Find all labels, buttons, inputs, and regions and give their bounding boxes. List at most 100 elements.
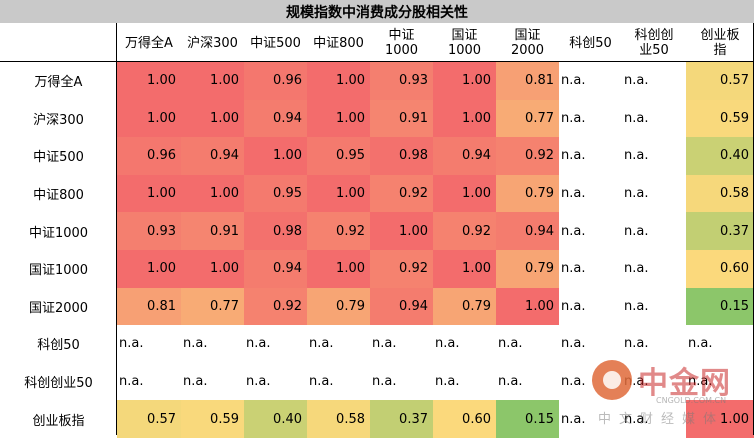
column-header: 国证 1000 — [433, 24, 496, 62]
heatmap-cell: 0.79 — [433, 287, 496, 326]
heatmap-cell: 1.00 — [686, 400, 754, 438]
heatmap-cell: n.a. — [246, 374, 271, 390]
heatmap-cell: n.a. — [688, 336, 713, 352]
row-header: 国证1000 — [28, 263, 89, 279]
heatmap-cell: 0.77 — [181, 287, 244, 326]
column-header-label: 中证 1000 — [384, 28, 419, 58]
heatmap-cell: n.a. — [561, 374, 586, 390]
column-header-label: 沪深300 — [187, 35, 238, 51]
heatmap-cell: n.a. — [498, 336, 523, 352]
heatmap-cell: n.a. — [372, 374, 397, 390]
heatmap-cell: 0.92 — [433, 212, 496, 250]
heatmap-cell: n.a. — [624, 411, 649, 427]
heatmap-cell: 0.94 — [181, 137, 244, 175]
heatmap-cell: 0.57 — [686, 62, 754, 100]
column-header: 中证800 — [307, 24, 370, 62]
heatmap-cell: 1.00 — [244, 137, 307, 175]
heatmap-cell: n.a. — [561, 223, 586, 239]
heatmap-cell: 0.79 — [496, 174, 559, 213]
heatmap-cell: 1.00 — [433, 250, 496, 288]
heatmap-cell: 1.00 — [117, 99, 181, 138]
column-header: 中证500 — [244, 24, 307, 62]
heatmap-cell: n.a. — [624, 186, 649, 202]
watermark: 中金网 CNGOLD.COM.CN 中文财经媒体 — [592, 360, 754, 435]
heatmap-cell: n.a. — [435, 336, 460, 352]
heatmap-cell: 0.94 — [496, 212, 559, 250]
heatmap-cell: n.a. — [119, 336, 144, 352]
heatmap-cell: n.a. — [246, 336, 271, 352]
column-header-label: 创业板指 — [700, 28, 740, 58]
heatmap-cell: 1.00 — [117, 250, 181, 288]
heatmap-cell: 0.58 — [307, 400, 370, 438]
heatmap-cell: 1.00 — [307, 250, 370, 288]
heatmap-cell: 0.94 — [244, 99, 307, 138]
heatmap-cell: 0.60 — [686, 250, 754, 288]
heatmap-cell: n.a. — [624, 336, 649, 352]
heatmap-cell: n.a. — [561, 110, 586, 126]
heatmap-cell: 1.00 — [181, 62, 244, 100]
heatmap-cell: n.a. — [372, 336, 397, 352]
heatmap-cell: 1.00 — [307, 174, 370, 213]
heatmap-cell: 0.79 — [307, 287, 370, 326]
heatmap-cell: n.a. — [183, 374, 208, 390]
heatmap-cell: 0.81 — [496, 62, 559, 100]
row-header: 沪深300 — [33, 112, 84, 128]
heatmap-cell: 1.00 — [307, 99, 370, 138]
row-header: 国证2000 — [28, 300, 89, 316]
heatmap-cell: 1.00 — [181, 250, 244, 288]
column-header: 科创创 业50 — [622, 24, 686, 62]
heatmap-cell: 1.00 — [433, 174, 496, 213]
watermark-url: CNGOLD.COM.CN — [656, 396, 727, 405]
heatmap-cell: 0.58 — [686, 174, 754, 213]
heatmap-cell: 0.79 — [496, 250, 559, 288]
heatmap-cell: n.a. — [561, 148, 586, 164]
heatmap-cell: n.a. — [119, 374, 144, 390]
heatmap-cell: n.a. — [561, 73, 586, 89]
heatmap-cell: 0.60 — [433, 400, 496, 438]
heatmap-cell: 1.00 — [307, 62, 370, 100]
heatmap-cell: 0.93 — [370, 62, 433, 100]
column-header-label: 科创50 — [569, 35, 612, 51]
heatmap-cell: 1.00 — [181, 99, 244, 138]
heatmap-cell: 0.94 — [244, 250, 307, 288]
row-header: 中证500 — [33, 150, 84, 166]
heatmap-cell: 0.95 — [244, 174, 307, 213]
heatmap-cell: n.a. — [624, 223, 649, 239]
heatmap-cell: 1.00 — [370, 212, 433, 250]
heatmap-cell: 0.91 — [181, 212, 244, 250]
heatmap-cell: n.a. — [688, 374, 713, 390]
row-header: 创业板指 — [32, 413, 85, 429]
column-header: 国证 2000 — [496, 24, 559, 62]
column-header-label: 科创创 业50 — [634, 28, 674, 58]
heatmap-cell: 0.92 — [244, 287, 307, 326]
column-header-label: 国证 1000 — [447, 28, 482, 58]
heatmap-cell: 0.98 — [370, 137, 433, 175]
row-header: 万得全A — [34, 75, 83, 91]
heatmap-cell: 0.15 — [686, 287, 754, 326]
column-header: 沪深300 — [181, 24, 244, 62]
watermark-brand: 中金网 — [638, 366, 731, 401]
column-header: 创业板指 — [686, 24, 754, 62]
heatmap-cell: 0.81 — [117, 287, 181, 326]
heatmap-cell: 0.57 — [117, 400, 181, 438]
heatmap-cell: 0.96 — [244, 62, 307, 100]
heatmap-cell: 1.00 — [181, 174, 244, 213]
heatmap-cell: n.a. — [624, 298, 649, 314]
heatmap-cell: 0.95 — [307, 137, 370, 175]
heatmap-cell: 0.40 — [686, 137, 754, 175]
heatmap-cell: 0.77 — [496, 99, 559, 138]
heatmap-cell: 0.59 — [181, 400, 244, 438]
heatmap-cell: n.a. — [561, 186, 586, 202]
heatmap-cell: n.a. — [624, 261, 649, 277]
row-header: 中证1000 — [28, 225, 89, 241]
heatmap-cell: n.a. — [561, 336, 586, 352]
column-header: 科创50 — [559, 24, 622, 62]
header-divider — [0, 61, 754, 62]
column-header-label: 中证800 — [313, 35, 364, 51]
row-header: 科创50 — [37, 338, 80, 354]
row-header: 科创创业50 — [24, 376, 93, 392]
heatmap-cell: n.a. — [624, 73, 649, 89]
heatmap-cell: n.a. — [435, 374, 460, 390]
heatmap-cell: 0.98 — [244, 212, 307, 250]
